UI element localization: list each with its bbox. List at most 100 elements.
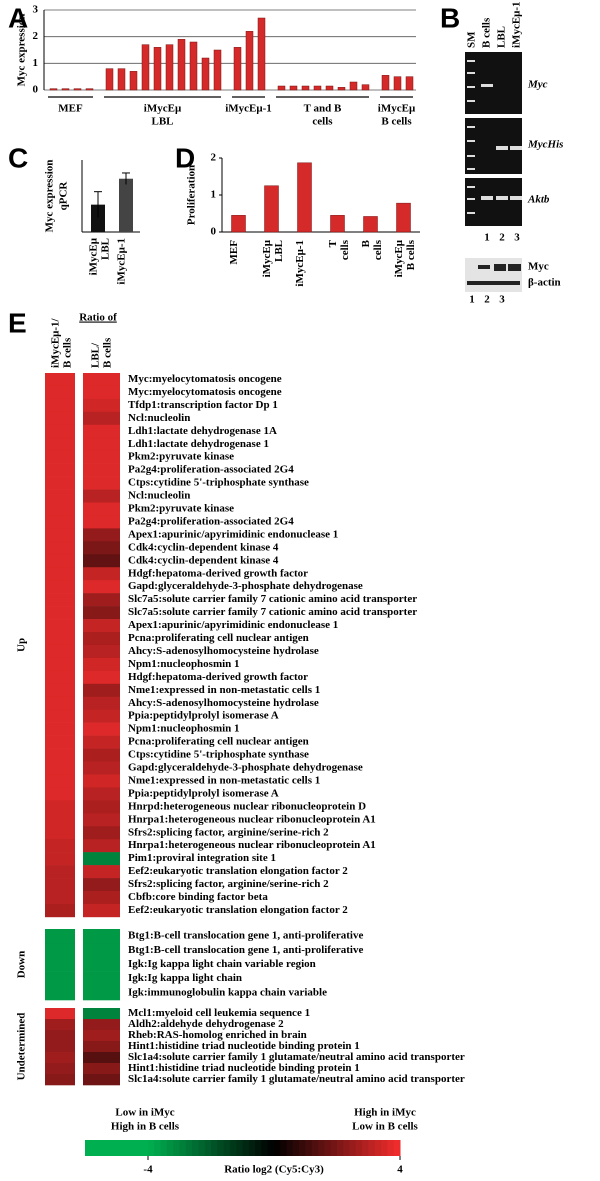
- y-tick-label: 1: [211, 189, 217, 201]
- x-tick-label: cells: [339, 239, 351, 260]
- heatmap-cell: [45, 852, 75, 866]
- gene-label: Pkm2:pyruvate kinase: [128, 503, 234, 515]
- gene-label: Sfrs2:splicing factor, arginine/serine-r…: [128, 826, 329, 838]
- heatmap-cell: [83, 463, 120, 477]
- heatmap-cell: [45, 619, 75, 633]
- lane-number: 1: [484, 232, 490, 244]
- heatmap-cell: [45, 580, 75, 594]
- gene-label: Ahcy:S-adenosylhomocysteine hydrolase: [128, 697, 319, 709]
- colorbar-step: [305, 1140, 313, 1156]
- heatmap-cell: [83, 1052, 120, 1064]
- x-tick-label: T: [327, 239, 339, 247]
- gene-label: Pa2g4:proliferation-associated 2G4: [128, 515, 294, 527]
- colorbar-step: [229, 1140, 237, 1156]
- bar: [85, 88, 94, 91]
- heatmap-cell: [83, 385, 120, 400]
- group-label: iMycEμ: [378, 103, 416, 115]
- western-blot: [465, 258, 522, 292]
- colorbar-step: [236, 1140, 243, 1156]
- bar: [313, 85, 322, 91]
- bar: [105, 68, 114, 91]
- colorbar-step: [173, 1140, 180, 1156]
- group-label: Up: [16, 638, 28, 652]
- column-header: B cells: [102, 337, 114, 368]
- colorbar-title: Ratio log2 (Cy5:Cy3): [224, 1164, 324, 1176]
- heatmap-cell: [45, 515, 75, 529]
- colorbar-step: [318, 1140, 325, 1156]
- colorbar-step: [292, 1140, 300, 1156]
- heatmap-cell: [83, 1019, 120, 1031]
- heatmap-cell: [83, 852, 120, 866]
- heatmap-cell: [45, 735, 75, 749]
- group-label: Undetermined: [16, 1013, 28, 1081]
- x-tick-label: iMycEμ-1: [294, 240, 306, 287]
- panel-label: B: [440, 2, 460, 33]
- heatmap-cell: [45, 957, 75, 972]
- gene-label: Tfdp1:transcription factor Dp 1: [128, 399, 278, 411]
- heatmap-cell: [83, 1041, 120, 1053]
- bar: [349, 81, 358, 91]
- gene-label: Sfrs2:splicing factor, arginine/serine-r…: [128, 878, 329, 890]
- colorbar-step: [337, 1140, 344, 1156]
- heatmap-cell: [45, 657, 75, 672]
- heatmap-cell: [45, 774, 75, 788]
- colorbar-high-label: Low in B cells: [352, 1121, 418, 1133]
- gene-label: Ldh1:lactate dehydrogenase 1A: [128, 425, 277, 437]
- heatmap-cell: [45, 943, 75, 958]
- gene-label: Gapd:glyceraldehyde-3-phosphate dehydrog…: [128, 762, 363, 774]
- bar: [201, 57, 210, 91]
- heatmap-cell: [83, 774, 120, 788]
- heatmap-cell: [45, 1041, 75, 1053]
- colorbar-step: [374, 1140, 382, 1156]
- gene-label: Hnrpa1:heterogeneous nuclear ribonucleop…: [128, 813, 376, 825]
- bar: [361, 84, 370, 91]
- bar: [117, 68, 126, 91]
- gene-label: Aldh2:aldehyde dehydrogenase 2: [128, 1018, 284, 1030]
- heatmap-cell: [83, 489, 120, 503]
- y-tick-label: 0: [33, 84, 39, 96]
- colorbar-step: [393, 1140, 401, 1156]
- column-header: iMycEμ-1/: [50, 317, 62, 368]
- bar: [49, 88, 58, 91]
- gene-label: Igk:Ig kappa light chain variable region: [128, 958, 316, 970]
- heatmap-cell: [83, 985, 120, 1001]
- heatmap-cell: [45, 411, 75, 426]
- colorbar-step: [242, 1140, 250, 1156]
- heatmap-cell: [45, 437, 75, 451]
- heatmap-cell: [45, 1074, 75, 1086]
- heatmap-cell: [83, 1063, 120, 1075]
- x-tick-label: cells: [372, 239, 384, 260]
- bar: [61, 88, 70, 91]
- colorbar-step: [179, 1140, 187, 1156]
- heatmap-cell: [83, 398, 120, 413]
- gene-label: Pa2g4:proliferation-associated 2G4: [128, 464, 294, 476]
- heatmap-cell: [45, 826, 75, 840]
- x-tick-label: MEF: [228, 240, 240, 265]
- gene-label: Gapd:glyceraldehyde-3-phosphate dehydrog…: [128, 580, 363, 592]
- heatmap-cell: [83, 971, 120, 987]
- y-tick-label: 3: [33, 4, 39, 16]
- heatmap-cell: [45, 929, 75, 944]
- group-label: iMycEμ: [144, 103, 182, 115]
- lane-number: 2: [484, 294, 490, 306]
- x-tick-label: LBL: [273, 240, 285, 262]
- colorbar-step: [261, 1140, 269, 1156]
- heatmap-cell: [83, 644, 120, 659]
- heatmap-cell: [45, 1052, 75, 1064]
- heatmap-cell: [83, 839, 120, 853]
- x-tick-label: B: [360, 239, 372, 247]
- gel-myc: [465, 52, 522, 114]
- gene-label: Ldh1:lactate dehydrogenase 1: [128, 438, 269, 450]
- group-label: MEF: [58, 103, 83, 115]
- heatmap-cell: [83, 722, 120, 736]
- colorbar-step: [286, 1140, 294, 1156]
- gel-aktb: [465, 178, 522, 226]
- colorbar-step: [343, 1140, 351, 1156]
- heatmap-cell: [45, 670, 75, 685]
- heatmap-cell: [45, 683, 75, 698]
- bar: [231, 215, 246, 233]
- heatmap-cell: [45, 450, 75, 464]
- y-tick-label: 1: [33, 57, 39, 69]
- protein-label: β-actin: [528, 277, 561, 289]
- gene-label: Aktb: [527, 194, 550, 206]
